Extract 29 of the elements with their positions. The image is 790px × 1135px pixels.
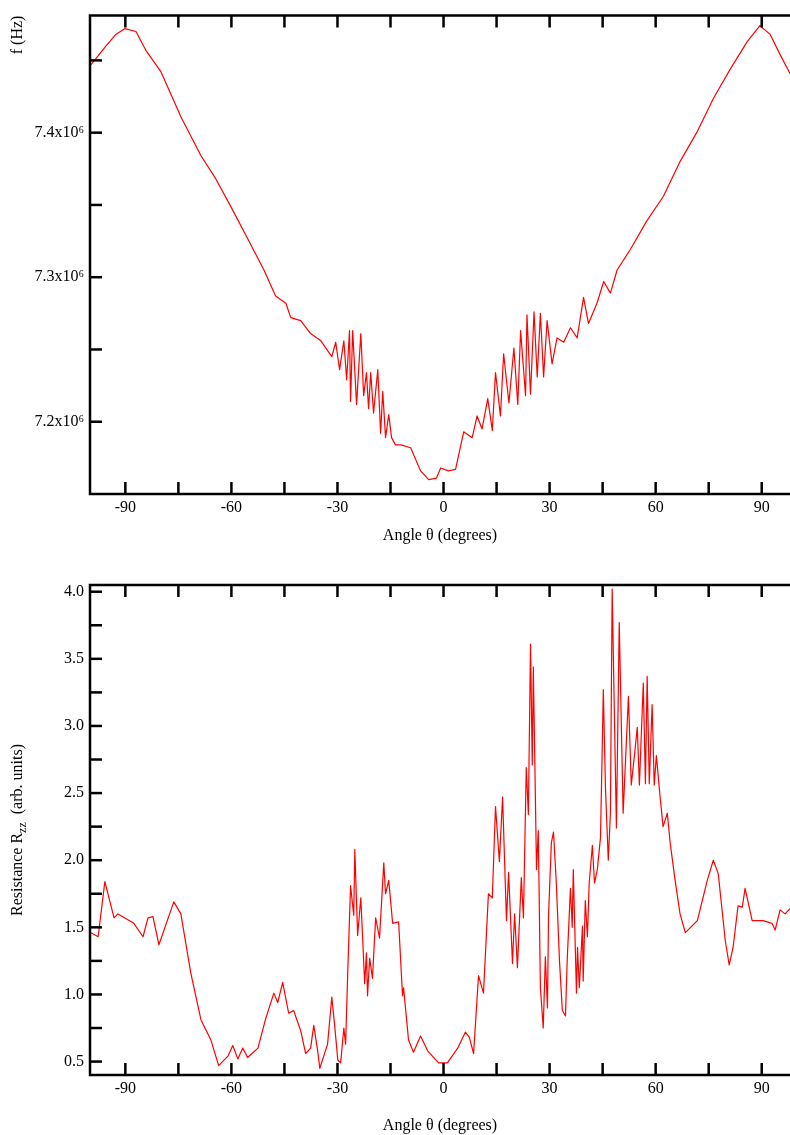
y-tick-label: 0.5 [64,1051,84,1069]
y-tick-label: 3.5 [64,649,84,667]
x-tick-label: -60 [220,1078,243,1096]
y-tick-label: 1.5 [64,917,84,935]
y-tick-label: 4.0 [64,581,84,599]
x-tick-label: -30 [326,497,349,515]
y-tick-label: 1.0 [64,984,84,1002]
x-tick-label: -90 [114,497,137,515]
x-tick-label: 30 [541,497,558,515]
x-tick-label: -30 [326,1078,349,1096]
x-tick-label: -60 [220,497,243,515]
x-tick-label: -90 [114,1078,137,1096]
y-axis-title: f (Hz) [8,15,26,55]
x-tick-label: 90 [753,1078,770,1096]
y-tick-label: 7.4x10⁶ [34,122,84,140]
y-tick-label: 2.0 [64,850,84,868]
y-tick-label: 2.5 [64,783,84,801]
x-tick-label: 30 [541,1078,558,1096]
y-tick-label: 3.0 [64,716,84,734]
x-tick-label: 60 [647,497,664,515]
y-tick-label: 7.3x10⁶ [34,267,84,285]
x-axis-title: Angle θ (degrees) [382,525,498,544]
x-tick-label: 0 [439,497,448,515]
x-tick-label: 0 [439,1078,448,1096]
y-axis-title: Resistance Rzz (arb. units) [8,744,29,916]
x-axis-title: Angle θ (degrees) [382,1115,498,1134]
x-tick-label: 90 [753,497,770,515]
y-tick-label: 7.2x10⁶ [34,411,84,429]
x-tick-label: 60 [647,1078,664,1096]
